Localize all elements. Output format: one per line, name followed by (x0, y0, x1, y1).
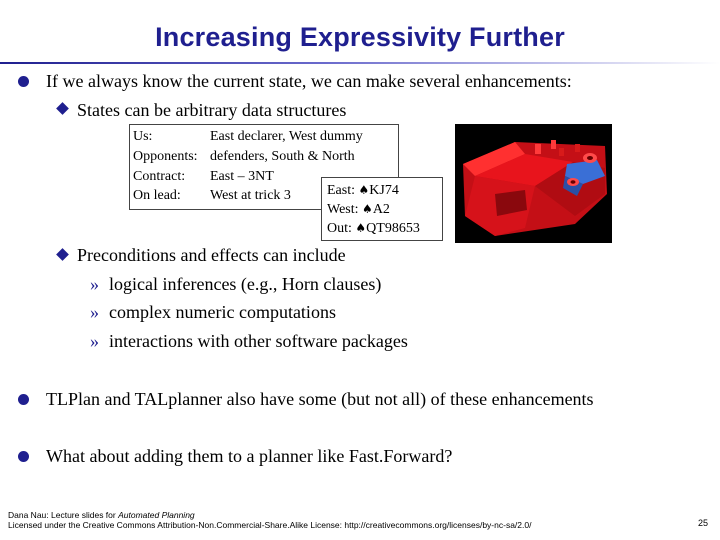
spade-icon: ♠ (362, 202, 373, 216)
sub-bullet-diamond (56, 248, 69, 261)
sub-sub-bullet-3: interactions with other software package… (109, 331, 408, 351)
footer-line-1: Dana Nau: Lecture slides for Automated P… (8, 510, 531, 520)
bullet-3: What about adding them to a planner like… (46, 446, 453, 466)
state-label-us: Us: (133, 129, 153, 144)
title-rule (0, 62, 720, 64)
footer-license: Licensed under the Creative Commons Attr… (8, 520, 532, 530)
hand-player: West: (327, 202, 359, 217)
sub-bullet-2: Preconditions and effects can include (77, 245, 346, 265)
machined-part-illustration (455, 124, 612, 243)
sub-sub-bullet-marker: » (90, 331, 99, 351)
bullet-2: TLPlan and TALplanner also have some (bu… (46, 389, 594, 409)
sub-sub-bullet-marker: » (90, 274, 99, 294)
hand-player: East: (327, 183, 355, 198)
sub-bullet-diamond (56, 102, 69, 115)
state-value-contract: East – 3NT (210, 169, 274, 184)
sub-bullet-1: States can be arbitrary data structures (77, 100, 347, 120)
bullet-1: If we always know the current state, we … (46, 71, 572, 91)
sub-sub-bullet-1: logical inferences (e.g., Horn clauses) (109, 274, 382, 294)
spade-icon: ♠ (358, 183, 370, 197)
hand-row-west: West: ♠A2 (327, 201, 390, 218)
bullet-dot (18, 76, 29, 87)
state-example-box: Us: East declarer, West dummy Opponents:… (129, 124, 399, 210)
state-value-opponents: defenders, South & North (210, 149, 355, 164)
hand-cards: QT98653 (366, 221, 420, 236)
3d-machined-part-image (455, 124, 612, 243)
hand-cards: KJ74 (369, 183, 399, 198)
slide-title: Increasing Expressivity Further (155, 22, 565, 52)
footer-book-title: Automated Planning (118, 510, 195, 520)
state-value-on-lead: West at trick 3 (210, 188, 291, 203)
bullet-dot (18, 451, 29, 462)
state-label-opponents: Opponents: (133, 149, 198, 164)
hand-row-east: East: ♠KJ74 (327, 182, 399, 199)
spade-icon: ♠ (355, 221, 367, 235)
hand-player: Out: (327, 221, 352, 236)
state-label-on-lead: On lead: (133, 188, 181, 203)
bullet-dot (18, 394, 29, 405)
footer-credits: Dana Nau: Lecture slides for Automated P… (8, 510, 531, 530)
sub-sub-bullet-marker: » (90, 302, 99, 322)
hand-row-out: Out: ♠QT98653 (327, 220, 420, 237)
footer-line-1-prefix: Dana Nau: Lecture slides for (8, 510, 119, 520)
state-label-contract: Contract: (133, 169, 186, 184)
hand-cards: A2 (372, 202, 390, 217)
page-number: 25 (697, 518, 708, 528)
state-value-us: East declarer, West dummy (210, 129, 363, 144)
sub-sub-bullet-2: complex numeric computations (109, 302, 336, 322)
hands-box: East: ♠KJ74 West: ♠A2 Out: ♠QT98653 (321, 177, 443, 241)
